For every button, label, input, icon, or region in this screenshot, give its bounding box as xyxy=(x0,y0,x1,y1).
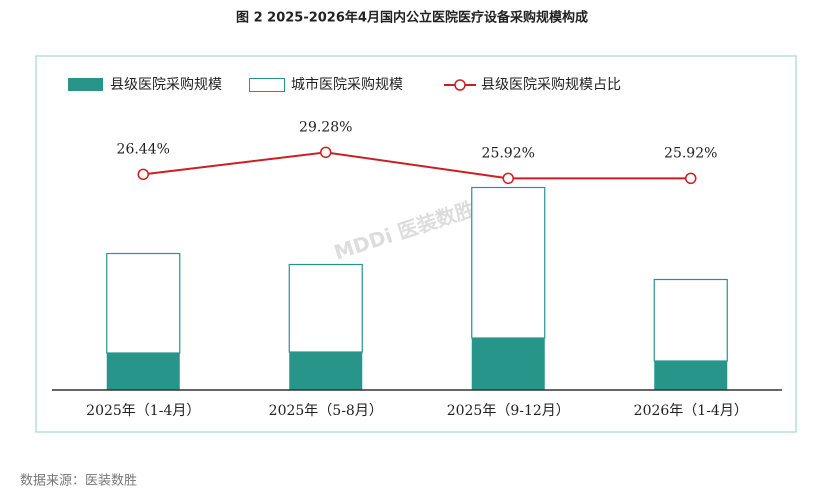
line-marker xyxy=(320,146,332,159)
legend-marker xyxy=(454,79,466,91)
x-tick-label: 2026年（1-4月） xyxy=(634,403,748,419)
x-tick-label: 2025年（1-4月） xyxy=(86,403,200,419)
bar-segment xyxy=(106,353,180,390)
line-marker xyxy=(137,168,149,181)
bar-segment xyxy=(471,186,546,339)
bar-segment xyxy=(654,361,728,390)
bar-segment xyxy=(289,352,363,390)
line-marker xyxy=(685,172,697,185)
legend-label: 城市医院采购规模 xyxy=(291,76,403,93)
x-tick-label: 2025年（9-12月） xyxy=(447,403,570,419)
legend-label: 县级医院采购规模 xyxy=(110,77,222,93)
data-label: 29.28% xyxy=(299,119,352,135)
source: 数据来源：医装数胜 xyxy=(20,474,137,489)
x-tick-label: 2025年（5-8月） xyxy=(269,403,383,419)
line-marker xyxy=(502,172,514,185)
legend-label: 县级医院采购规模占比 xyxy=(481,77,621,93)
data-label: 25.92% xyxy=(482,145,535,161)
chart-title: 图 2 2025-2026年4月国内公立医院医疗设备采购规模构成 xyxy=(236,10,588,26)
watermark: MDDi 医装数胜 xyxy=(331,196,478,264)
bar-segment xyxy=(471,338,545,390)
bar-segment xyxy=(288,263,363,353)
legend-swatch xyxy=(68,78,103,91)
data-label: 25.92% xyxy=(664,145,717,161)
bar-segment xyxy=(653,278,728,362)
line-series xyxy=(143,151,691,180)
frame xyxy=(35,55,797,433)
legend-swatch xyxy=(249,78,285,92)
data-label: 26.44% xyxy=(117,141,170,157)
bar-segment xyxy=(106,252,181,354)
